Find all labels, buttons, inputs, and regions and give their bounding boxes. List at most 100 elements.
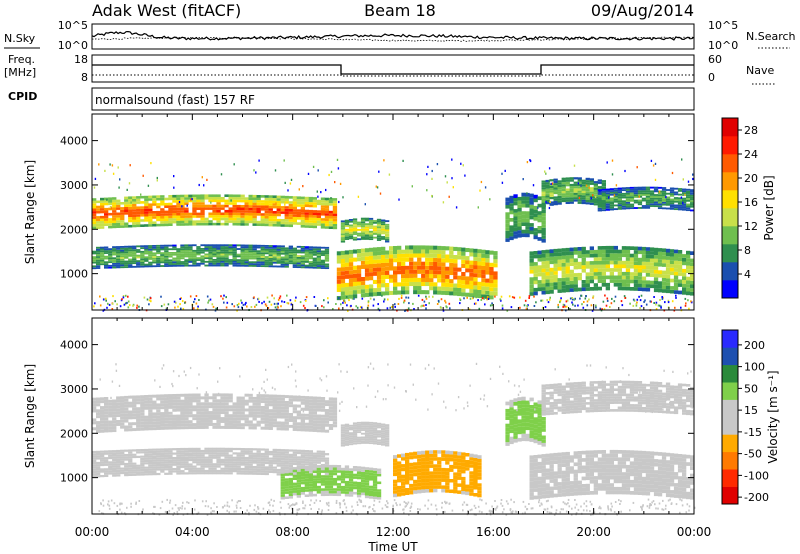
heatmap-cell-548 xyxy=(300,419,306,423)
heatmap-cell-2912 xyxy=(332,308,334,310)
heatmap-cell-2661 xyxy=(645,280,651,285)
heatmap-cell-500 xyxy=(280,412,285,416)
heatmap-cell-29 xyxy=(104,429,109,433)
heatmap-cell-2013 xyxy=(573,197,578,200)
heatmap-cell-1301 xyxy=(292,262,298,265)
heatmap-cell-2782 xyxy=(690,277,695,281)
heatmap-cell-1918 xyxy=(541,220,546,225)
heatmap-cell-1906 xyxy=(537,229,542,234)
heatmap-cell-1356 xyxy=(304,461,310,464)
heatmap-cell-478 xyxy=(272,195,277,198)
heatmap-cell-2127 xyxy=(605,201,611,204)
heatmap-cell-785 xyxy=(92,455,97,458)
heatmap-cell-908 xyxy=(144,250,149,253)
heatmap-cell-1035 xyxy=(188,472,193,475)
heatmap-cell-6 xyxy=(92,400,97,404)
heatmap-cell-1350 xyxy=(308,250,314,252)
heatmap-cell-1271 xyxy=(272,448,277,452)
heatmap-cell-340 xyxy=(224,212,229,216)
heatmap-cell-2144 xyxy=(609,190,615,192)
heatmap-cell-563 xyxy=(304,196,310,200)
heatmap-cell-967 xyxy=(160,452,165,456)
heatmap-cell-1819 xyxy=(493,259,498,264)
heatmap-cell-783 xyxy=(96,246,101,249)
heatmap-cell-156 xyxy=(152,221,157,224)
heatmap-cell-269 xyxy=(196,220,201,223)
heatmap-cell-502 xyxy=(284,216,289,220)
heatmap-cell-168 xyxy=(156,210,161,214)
heatmap-cell-310 xyxy=(204,393,209,397)
heatmap-cell-1434 xyxy=(288,493,294,496)
heatmap-cell-1793 xyxy=(485,286,490,291)
heatmap-cell-1482 xyxy=(368,292,374,297)
heatmap-cell-167 xyxy=(156,213,161,217)
heatmap-cell-1132 xyxy=(224,472,229,475)
heatmap-cell-2202 xyxy=(633,201,639,204)
heatmap-cell-564 xyxy=(308,225,314,228)
heatmap-cell-79 xyxy=(120,402,125,406)
heatmap-cell-1940 xyxy=(545,193,550,196)
heatmap-cell-496 xyxy=(280,200,285,204)
heatmap-cell-82 xyxy=(124,428,129,432)
heatmap-cell-1045 xyxy=(188,447,193,451)
heatmap-cell-779 xyxy=(96,254,101,257)
heatmap-cell-1259 xyxy=(276,258,281,261)
heatmap-cell-2180 xyxy=(625,203,631,206)
heatmap-cell-1126 xyxy=(228,259,233,261)
heatmap-cell-1497 xyxy=(372,267,378,272)
heatmap-cell-1540 xyxy=(389,262,394,267)
heatmap-cell-479 xyxy=(276,224,281,227)
heatmap-cell-646 xyxy=(340,433,346,436)
heatmap-cell-506 xyxy=(284,206,289,209)
heatmap-cell-2255 xyxy=(653,197,659,200)
heatmap-cell-2822 xyxy=(449,307,451,310)
heatmap-cell-901 xyxy=(140,245,145,248)
heatmap-cell-3309 xyxy=(462,164,464,167)
heatmap-cell-539 xyxy=(296,416,302,420)
heatmap-cell-1608 xyxy=(417,290,422,295)
heatmap-cell-219 xyxy=(176,210,181,213)
heatmap-cell-254 xyxy=(188,199,193,203)
heatmap-cell-623 xyxy=(328,210,334,214)
heatmap-cell-532 xyxy=(296,222,302,225)
heatmap-cell-852 xyxy=(116,449,121,453)
heatmap-cell-2730 xyxy=(669,264,675,268)
heatmap-cell-1135 xyxy=(224,465,229,468)
heatmap-cell-3241 xyxy=(156,176,158,180)
heatmap-cell-3306 xyxy=(173,175,175,178)
heatmap-cell-909 xyxy=(144,248,149,251)
heatmap-cell-704 xyxy=(364,232,370,235)
heatmap-cell-95 xyxy=(128,422,133,426)
heatmap-cell-3249 xyxy=(654,178,657,181)
heatmap-cell-998 xyxy=(180,257,185,260)
heatmap-cell-3323 xyxy=(549,200,551,203)
heatmap-cell-2386 xyxy=(541,283,546,288)
heatmap-cell-2821 xyxy=(541,299,544,302)
heatmap-cell-2427 xyxy=(553,256,558,260)
heatmap-cell-3041 xyxy=(638,295,640,298)
heatmap-cell-606 xyxy=(324,223,330,227)
heatmap-cell-267 xyxy=(188,393,193,397)
heatmap-cell-339 xyxy=(216,399,221,403)
heatmap-cell-1830 xyxy=(505,204,510,209)
heatmap-cell-2152 xyxy=(613,193,619,196)
heatmap-cell-1781 xyxy=(481,286,486,291)
heatmap-cell-2439 xyxy=(557,248,562,253)
heatmap-cell-2649 xyxy=(641,283,647,288)
heatmap-cell-1241 xyxy=(260,448,265,451)
heatmap-cell-1133 xyxy=(224,469,229,473)
heatmap-cell-1449 xyxy=(292,477,298,480)
heatmap-cell-1042 xyxy=(188,454,193,457)
heatmap-cell-1414 xyxy=(340,263,346,268)
heatmap-cell-1151 xyxy=(228,456,233,459)
heatmap-cell-2666 xyxy=(645,258,651,262)
heatmap-cell-122 xyxy=(136,395,141,399)
heatmap-cell-1901 xyxy=(533,209,538,214)
heatmap-cell-2623 xyxy=(629,253,635,258)
heatmap-cell-756 xyxy=(381,436,386,439)
heatmap-cell-1258 xyxy=(268,459,273,463)
heatmap-cell-1517 xyxy=(381,279,386,284)
heatmap-cell-284 xyxy=(200,207,205,210)
heatmap-cell-312 xyxy=(208,420,213,423)
heatmap-cell-44 xyxy=(108,420,113,424)
